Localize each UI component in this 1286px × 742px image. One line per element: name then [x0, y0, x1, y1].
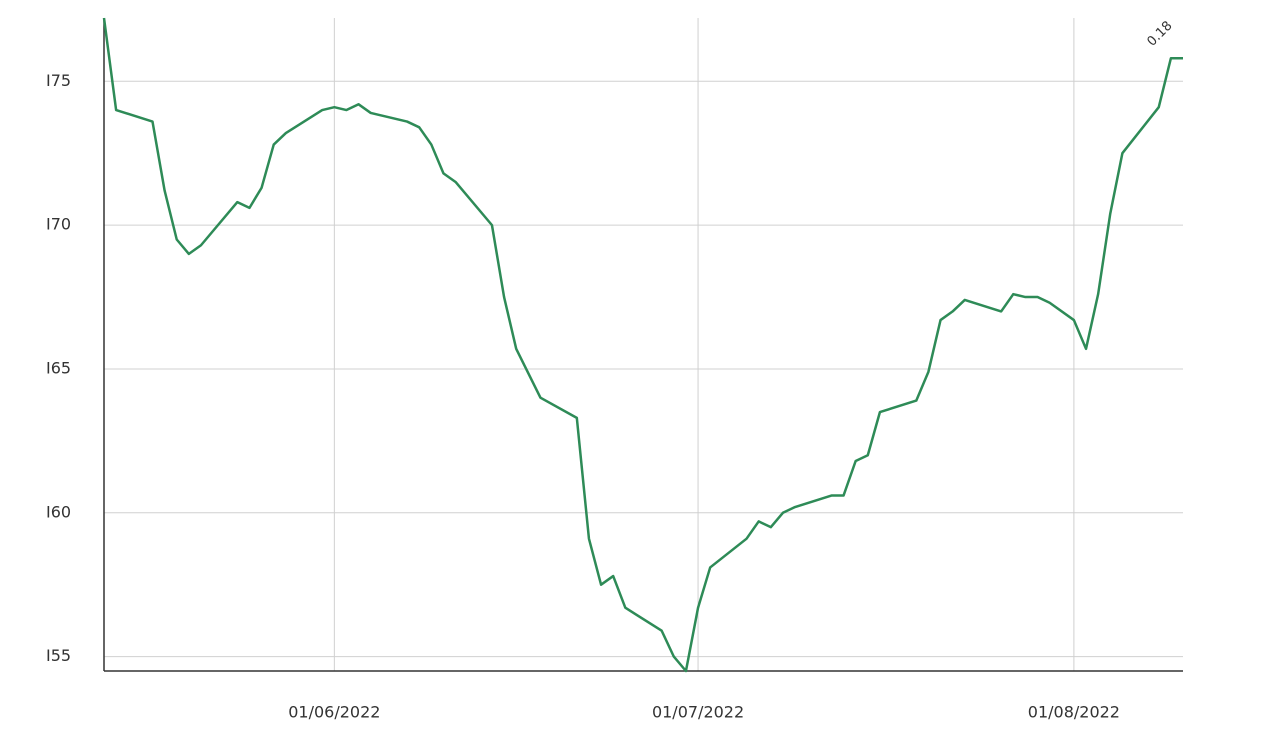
- x-tick-label: 01/07/2022: [652, 703, 744, 722]
- y-tick-label: I55: [46, 646, 71, 665]
- data-line: [102, 17, 1183, 673]
- y-tick-label: I65: [46, 358, 71, 377]
- x-tick-label: 01/06/2022: [288, 703, 380, 722]
- x-tick-label: 01/08/2022: [1028, 703, 1120, 722]
- annotation: 0.18: [1144, 18, 1175, 49]
- y-tick-label: I60: [46, 502, 71, 521]
- y-tick-label: I70: [46, 215, 71, 234]
- y-tick-label: I75: [46, 71, 71, 90]
